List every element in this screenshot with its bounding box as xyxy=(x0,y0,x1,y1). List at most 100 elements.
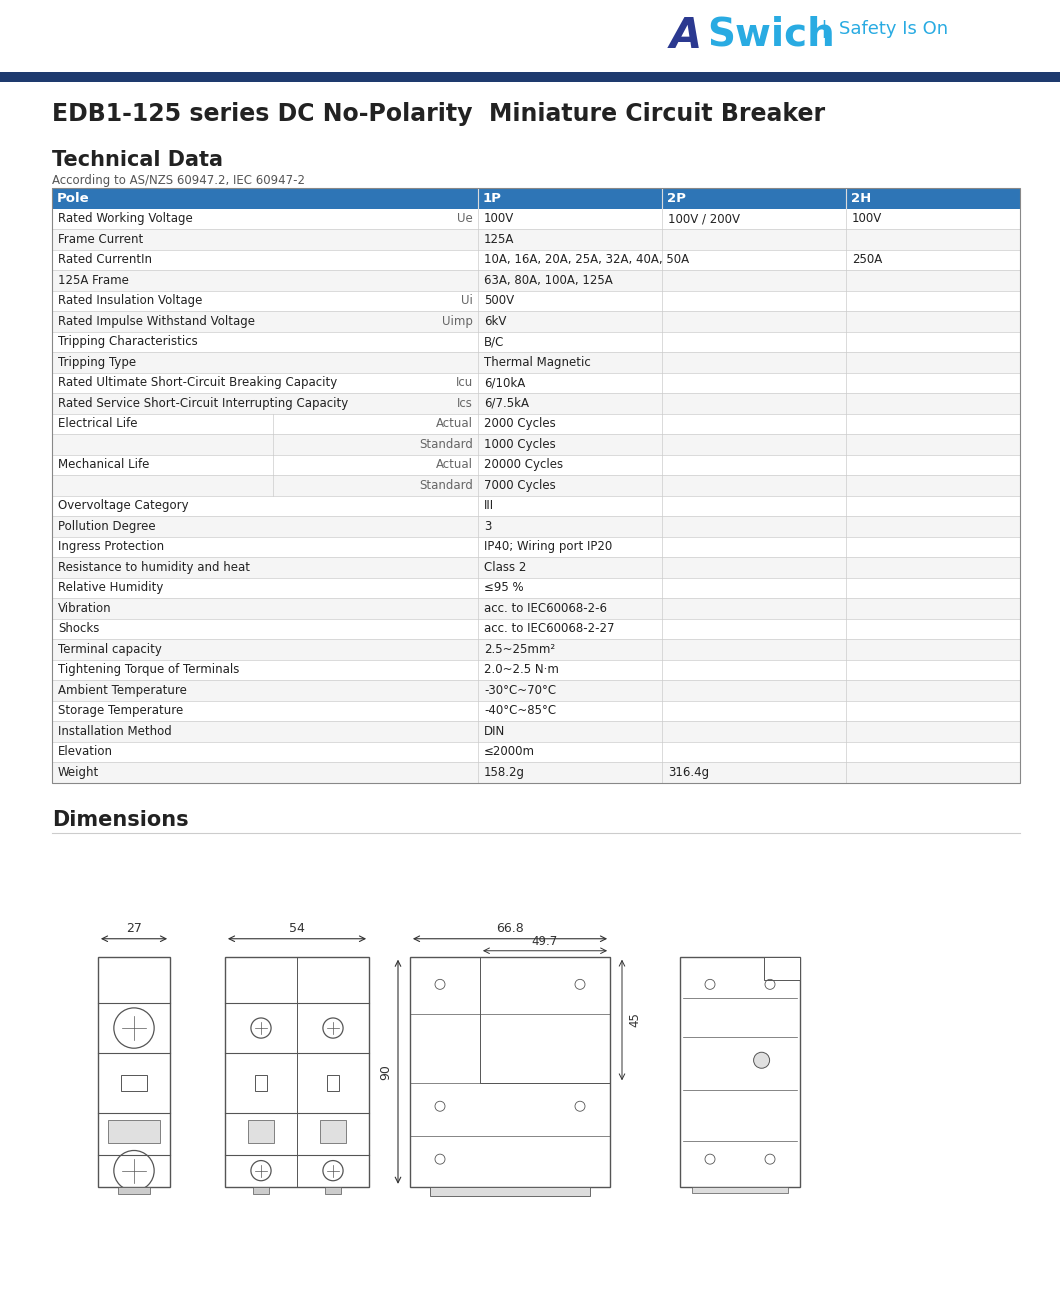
Text: 100V: 100V xyxy=(484,212,514,225)
Text: IP40; Wiring port IP20: IP40; Wiring port IP20 xyxy=(484,541,613,553)
Bar xyxy=(52,516,1020,537)
Text: Pollution Degree: Pollution Degree xyxy=(58,520,156,533)
Bar xyxy=(326,1075,339,1091)
Text: 2P: 2P xyxy=(667,192,686,205)
Text: Pole: Pole xyxy=(57,192,90,205)
Bar xyxy=(52,619,1020,640)
Bar xyxy=(52,496,1020,516)
Text: Icu: Icu xyxy=(456,376,473,390)
Text: 54: 54 xyxy=(289,921,305,934)
Text: 20000 Cycles: 20000 Cycles xyxy=(484,458,563,471)
Bar xyxy=(410,957,610,1187)
Text: Elevation: Elevation xyxy=(58,745,113,758)
Text: Thermal Magnetic: Thermal Magnetic xyxy=(484,355,590,368)
Text: 250A: 250A xyxy=(852,253,882,266)
Text: 316.4g: 316.4g xyxy=(668,766,709,779)
Text: 100V / 200V: 100V / 200V xyxy=(668,212,740,225)
Text: A: A xyxy=(670,14,702,57)
Bar xyxy=(52,229,1020,250)
Bar xyxy=(248,1120,273,1144)
Text: 10A, 16A, 20A, 25A, 32A, 40A, 50A: 10A, 16A, 20A, 25A, 32A, 40A, 50A xyxy=(484,253,689,266)
Bar xyxy=(52,680,1020,700)
Text: 125A Frame: 125A Frame xyxy=(58,274,129,287)
Bar xyxy=(480,957,610,1083)
Text: 100V: 100V xyxy=(852,212,882,225)
Bar xyxy=(52,208,1020,229)
Text: 6/7.5kA: 6/7.5kA xyxy=(484,396,529,409)
Bar xyxy=(52,557,1020,578)
Bar xyxy=(98,957,170,1187)
Bar xyxy=(52,475,1020,496)
Bar xyxy=(52,250,1020,270)
Text: DIN: DIN xyxy=(484,725,506,738)
Bar xyxy=(52,311,1020,332)
Text: Relative Humidity: Relative Humidity xyxy=(58,582,163,595)
Text: Tripping Type: Tripping Type xyxy=(58,355,136,368)
Text: 1P: 1P xyxy=(483,192,501,205)
Text: Storage Temperature: Storage Temperature xyxy=(58,704,183,717)
Bar xyxy=(52,332,1020,351)
Text: 63A, 80A, 100A, 125A: 63A, 80A, 100A, 125A xyxy=(484,274,613,287)
Text: -40°C~85°C: -40°C~85°C xyxy=(484,704,556,717)
Text: 49.7: 49.7 xyxy=(532,934,559,948)
Bar xyxy=(118,1187,151,1194)
Text: Ue: Ue xyxy=(457,212,473,225)
Text: ≤2000m: ≤2000m xyxy=(484,745,535,758)
Bar xyxy=(0,72,1060,82)
Bar xyxy=(52,393,1020,413)
Text: 2H: 2H xyxy=(851,192,871,205)
Text: 90: 90 xyxy=(379,1063,392,1079)
Bar xyxy=(692,1187,788,1192)
Text: 1000 Cycles: 1000 Cycles xyxy=(484,438,555,451)
Text: 6kV: 6kV xyxy=(484,315,507,328)
Bar xyxy=(52,640,1020,659)
Bar xyxy=(225,957,369,1187)
Bar xyxy=(52,578,1020,597)
Bar xyxy=(52,188,1020,208)
Bar xyxy=(52,537,1020,557)
Text: Actual: Actual xyxy=(436,417,473,430)
Text: Class 2: Class 2 xyxy=(484,561,527,574)
Text: 125A: 125A xyxy=(484,233,514,246)
Bar xyxy=(52,721,1020,741)
Bar xyxy=(52,351,1020,372)
Text: Standard: Standard xyxy=(419,479,473,492)
Text: Ingress Protection: Ingress Protection xyxy=(58,541,164,553)
Text: acc. to IEC60068-2-6: acc. to IEC60068-2-6 xyxy=(484,601,607,615)
Bar xyxy=(52,762,1020,783)
Bar xyxy=(52,700,1020,721)
Text: EDB1-125 series DC No-Polarity  Miniature Circuit Breaker: EDB1-125 series DC No-Polarity Miniature… xyxy=(52,103,825,126)
Text: Standard: Standard xyxy=(419,438,473,451)
Text: Vibration: Vibration xyxy=(58,601,111,615)
Bar xyxy=(52,659,1020,680)
Text: -30°C~70°C: -30°C~70°C xyxy=(484,684,556,696)
Bar xyxy=(52,597,1020,619)
Text: III: III xyxy=(484,499,494,512)
Text: Mechanical Life: Mechanical Life xyxy=(58,458,149,471)
Bar xyxy=(52,188,1020,783)
Text: Electrical Life: Electrical Life xyxy=(58,417,138,430)
Text: B/C: B/C xyxy=(484,336,505,349)
Text: Dimensions: Dimensions xyxy=(52,811,189,830)
Bar xyxy=(52,270,1020,291)
Text: |  Safety Is On: | Safety Is On xyxy=(810,20,948,38)
Bar xyxy=(52,291,1020,311)
Text: 2000 Cycles: 2000 Cycles xyxy=(484,417,555,430)
Text: According to AS/NZS 60947.2, IEC 60947-2: According to AS/NZS 60947.2, IEC 60947-2 xyxy=(52,174,305,187)
Text: Tightening Torque of Terminals: Tightening Torque of Terminals xyxy=(58,663,240,676)
Bar xyxy=(325,1187,341,1194)
Bar xyxy=(681,957,800,1187)
Text: Actual: Actual xyxy=(436,458,473,471)
Bar xyxy=(122,1075,146,1091)
Text: 2.0~2.5 N·m: 2.0~2.5 N·m xyxy=(484,663,559,676)
Text: Ui: Ui xyxy=(461,295,473,307)
Circle shape xyxy=(754,1053,770,1069)
Text: 45: 45 xyxy=(628,1012,641,1028)
Text: Resistance to humidity and heat: Resistance to humidity and heat xyxy=(58,561,250,574)
Text: Terminal capacity: Terminal capacity xyxy=(58,642,162,655)
Bar xyxy=(108,1120,160,1144)
Bar xyxy=(764,957,800,979)
Text: 7000 Cycles: 7000 Cycles xyxy=(484,479,555,492)
Text: Rated CurrentIn: Rated CurrentIn xyxy=(58,253,152,266)
Text: Ics: Ics xyxy=(457,396,473,409)
